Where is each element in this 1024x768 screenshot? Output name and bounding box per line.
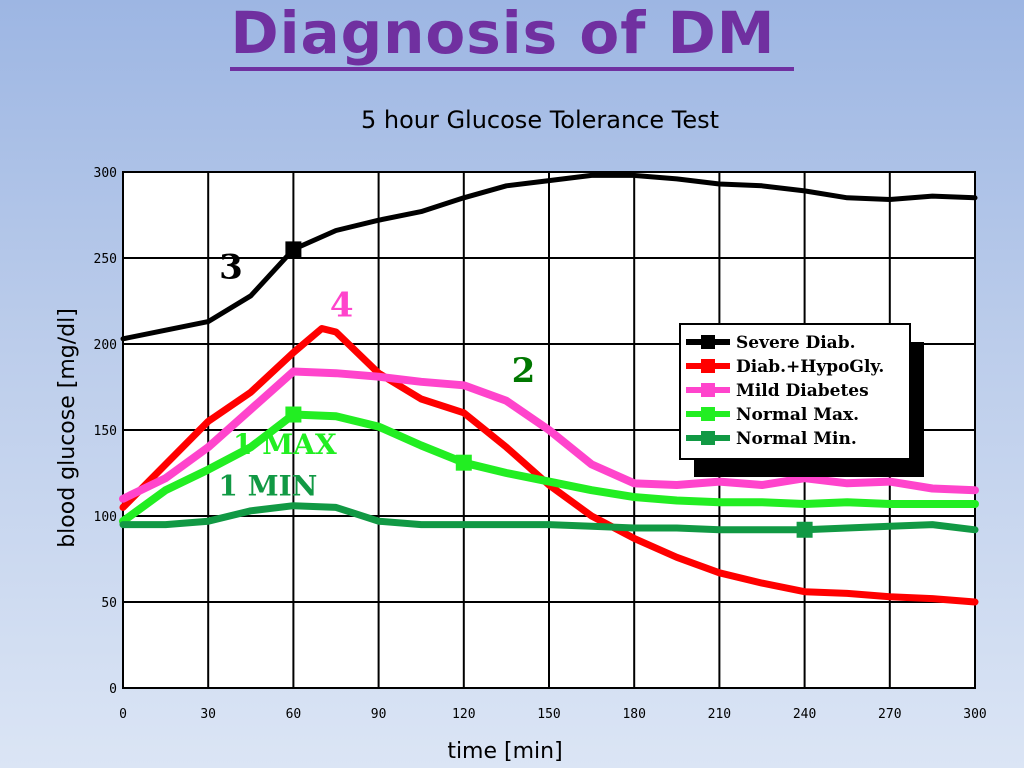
- chart-title: 5 hour Glucose Tolerance Test: [361, 106, 719, 134]
- series-line-diab-hypogly: [119, 325, 979, 606]
- y-tick-label: 200: [94, 338, 117, 353]
- series-line-severe-diab: [120, 172, 978, 342]
- x-tick-label: 180: [622, 707, 645, 722]
- series-line-mild-diabetes: [119, 367, 979, 503]
- data-point-marker: [796, 521, 813, 538]
- legend-marker: [701, 383, 715, 397]
- legend-label: Normal Max.: [736, 405, 859, 425]
- x-tick-label: 0: [119, 707, 127, 722]
- data-point-marker: [285, 406, 302, 423]
- curve-annotation: 1 MIN: [218, 469, 317, 502]
- x-axis-label: time [min]: [447, 739, 562, 764]
- legend-marker: [701, 335, 715, 349]
- y-tick-label: 50: [101, 596, 117, 611]
- legend: Severe Diab. Diab.+HypoGly. Mild Diabetes N…: [679, 323, 924, 477]
- legend-marker: [701, 407, 715, 421]
- x-tick-label: 90: [371, 707, 387, 722]
- x-tick-label: 120: [452, 707, 475, 722]
- legend-label: Mild Diabetes: [736, 381, 869, 401]
- y-tick-label: 300: [94, 166, 117, 181]
- data-point-marker: [285, 241, 302, 258]
- x-tick-label: 210: [708, 707, 731, 722]
- y-tick-label: 250: [94, 252, 117, 267]
- x-tick-label: 240: [793, 707, 816, 722]
- legend-label: Diab.+HypoGly.: [736, 357, 884, 377]
- legend-marker: [701, 431, 715, 445]
- legend-label: Normal Min.: [736, 429, 857, 449]
- x-tick-label: 60: [286, 707, 302, 722]
- y-axis-label: blood glucose [mg/dl]: [55, 308, 80, 548]
- curve-annotation: 2: [512, 351, 536, 391]
- x-tick-label: 30: [200, 707, 216, 722]
- y-tick-label: 0: [109, 682, 117, 697]
- legend-marker: [701, 359, 715, 373]
- curve-annotation: 4: [330, 285, 354, 325]
- plot-frame: [122, 171, 976, 689]
- series-line-normal-max: [119, 410, 979, 526]
- x-tick-label: 300: [963, 707, 986, 722]
- curve-annotation: 1 MAX: [233, 428, 337, 461]
- curve-annotation: 3: [219, 248, 243, 288]
- slide-title: Diagnosis of DM: [0, 0, 1024, 72]
- slide-title-text: Diagnosis of DM: [230, 0, 794, 71]
- x-tick-label: 270: [878, 707, 901, 722]
- series-line-normal-min: [119, 502, 979, 534]
- y-tick-label: 100: [94, 510, 117, 525]
- legend-label: Severe Diab.: [736, 333, 856, 353]
- x-tick-label: 150: [537, 707, 560, 722]
- y-tick-label: 150: [94, 424, 117, 439]
- data-point-marker: [455, 454, 472, 471]
